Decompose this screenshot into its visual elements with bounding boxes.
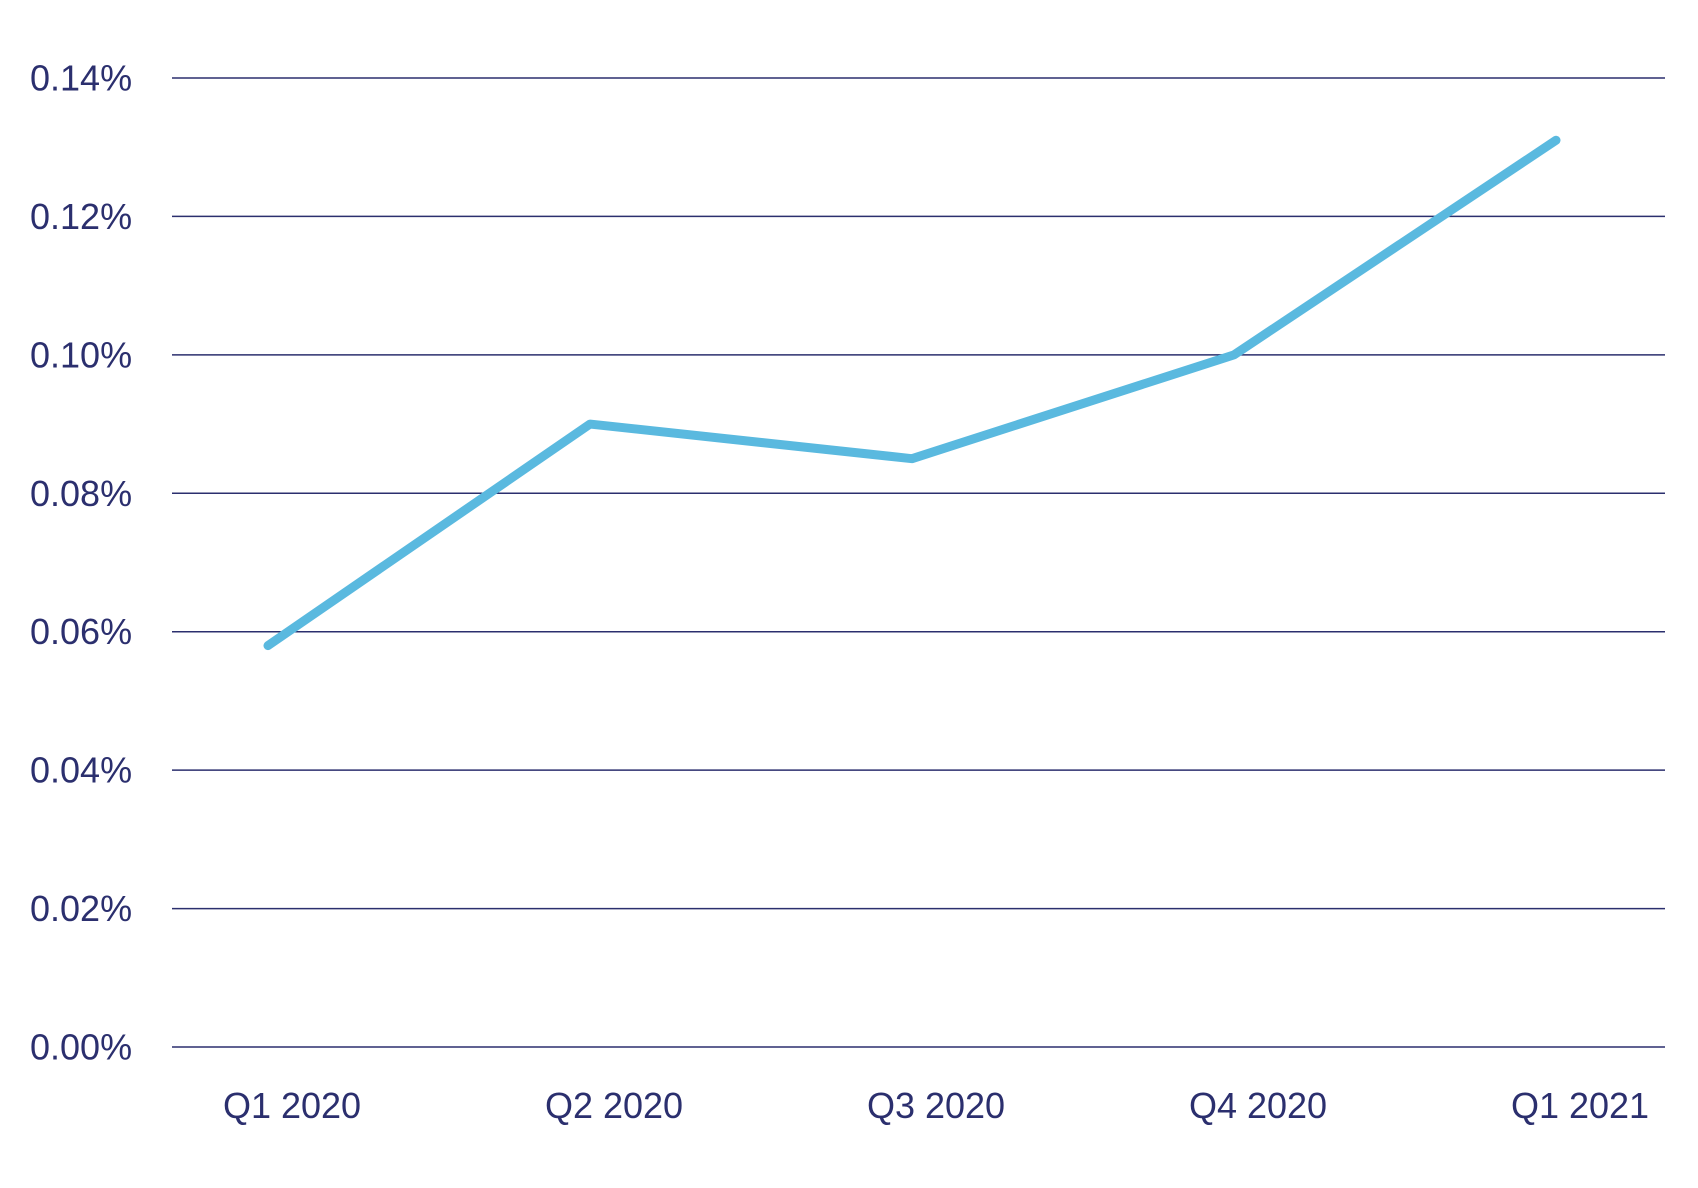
y-tick-label: 0.02% [30,888,132,929]
x-tick-label: Q3 2020 [867,1085,1005,1126]
y-tick-label: 0.08% [30,473,132,514]
x-tick-label: Q4 2020 [1189,1085,1327,1126]
y-tick-label: 0.04% [30,750,132,791]
y-tick-label: 0.06% [30,611,132,652]
y-tick-label: 0.10% [30,334,132,375]
x-tick-label: Q2 2020 [545,1085,683,1126]
x-tick-label: Q1 2020 [223,1085,361,1126]
x-tick-label: Q1 2021 [1511,1085,1649,1126]
gridlines [172,77,1665,1048]
y-tick-label: 0.12% [30,196,132,237]
series-lines [263,135,1561,651]
y-axis-tick-labels: 0.00% 0.02% 0.04% 0.06% 0.08% 0.10% 0.12% 0.14% [30,58,132,1068]
x-axis-tick-labels: Q1 2020 Q2 2020 Q3 2020 Q4 2020 Q1 2021 [223,1085,1649,1126]
y-tick-label: 0.14% [30,58,132,99]
y-tick-label: 0.00% [30,1027,132,1068]
